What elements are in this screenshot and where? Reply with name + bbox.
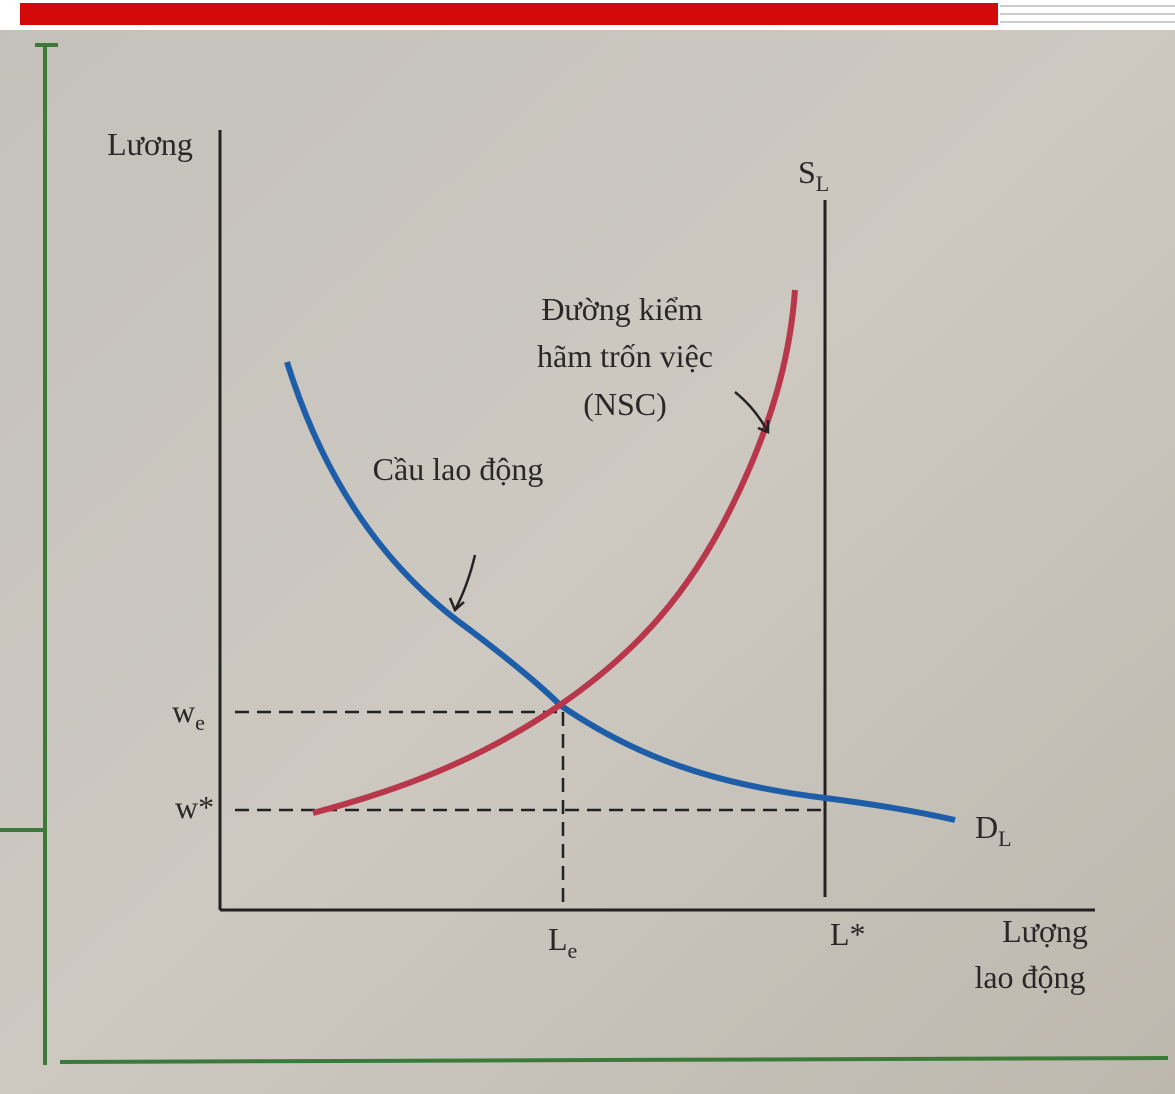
supply-label: SL [798,154,829,196]
demand-label: Cầu lao động [373,451,544,487]
nsc-curve [312,289,798,816]
demand-symbol: DL [975,809,1012,851]
x-axis-label: Lượng [1002,913,1088,949]
nsc-label: Đường kiểm [541,291,702,327]
red-bar [20,3,998,25]
y-axis-label: Lương [107,126,193,162]
axes [218,130,1095,912]
page-frame [0,43,1169,1065]
nsc-label: hãm trốn việc [537,338,713,374]
x-axis-label: lao động [974,959,1085,995]
we-label: we [172,693,205,735]
arrows [448,391,770,613]
nsc-label: (NSC) [583,386,667,422]
wstar-label: w* [175,789,214,825]
lstar-label: L* [830,916,866,952]
le-label: Le [548,921,577,963]
gray-lines [1000,5,1175,23]
